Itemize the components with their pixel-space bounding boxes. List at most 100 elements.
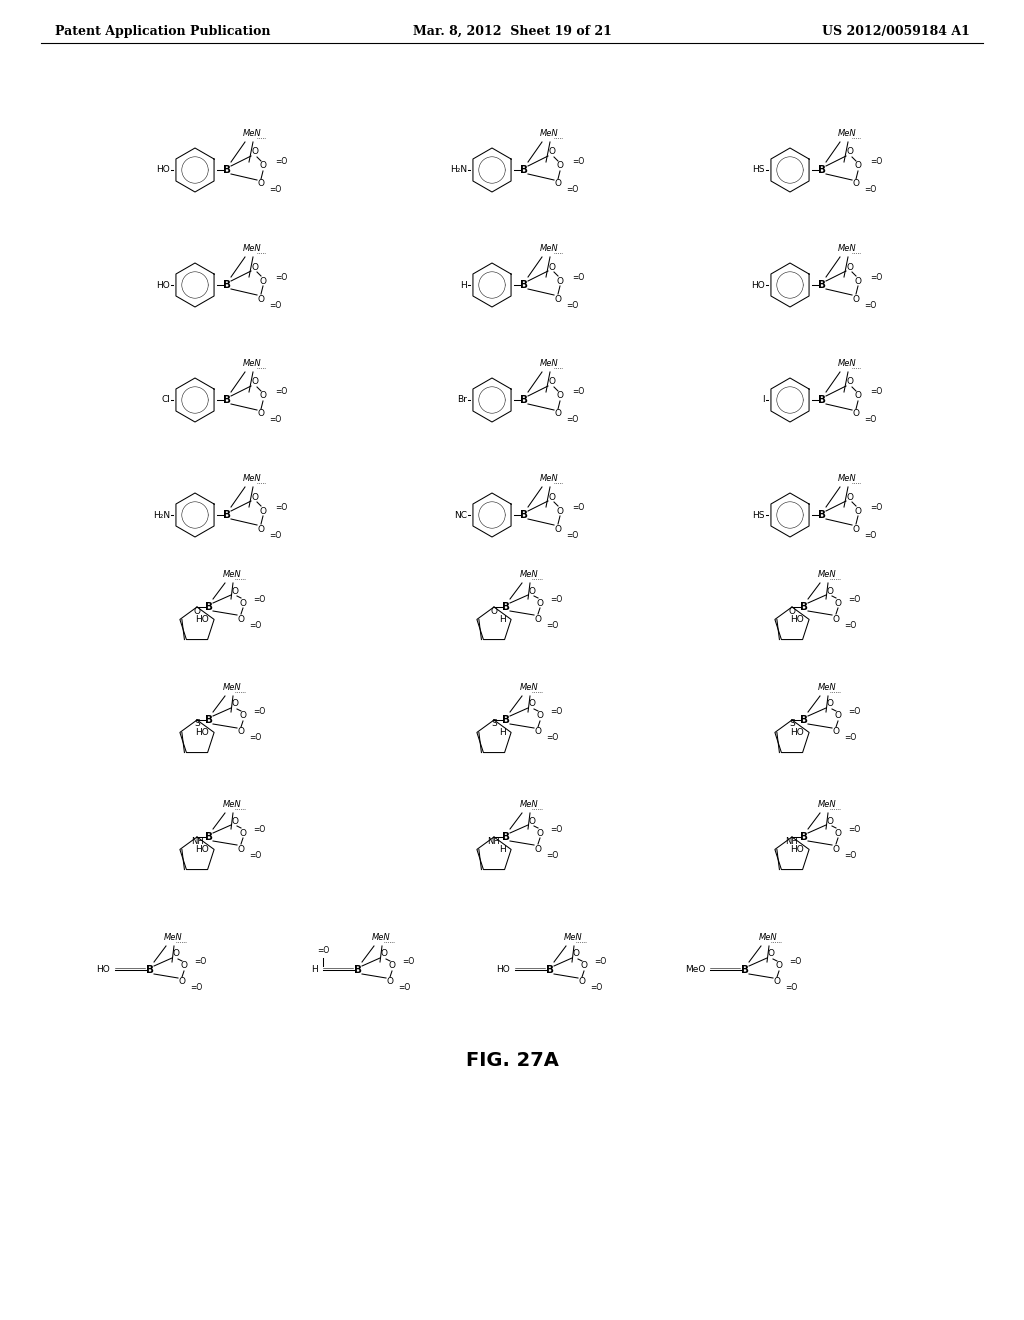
Text: =O: =O: [864, 531, 877, 540]
Text: MeN: MeN: [520, 682, 539, 692]
Text: O: O: [386, 978, 393, 986]
Text: O: O: [833, 615, 840, 623]
Text: NH: NH: [487, 837, 501, 846]
Text: B: B: [520, 165, 528, 176]
Text: =O: =O: [572, 388, 585, 396]
Text: B: B: [205, 602, 213, 612]
Text: O: O: [178, 978, 185, 986]
Text: =O: =O: [316, 946, 329, 954]
Text: MeN: MeN: [520, 800, 539, 809]
Text: =O: =O: [870, 388, 883, 396]
Text: =O: =O: [249, 734, 261, 742]
Text: O: O: [572, 949, 580, 958]
Text: O: O: [847, 263, 853, 272]
Text: MeN: MeN: [243, 244, 261, 253]
Text: O: O: [826, 586, 834, 595]
Text: B: B: [800, 602, 808, 612]
Text: =O: =O: [848, 825, 860, 833]
Text: O: O: [172, 949, 179, 958]
Text: =O: =O: [864, 416, 877, 425]
Text: H: H: [460, 281, 467, 289]
Text: O: O: [555, 294, 561, 304]
Text: HO: HO: [96, 965, 110, 974]
Text: NH: NH: [785, 837, 799, 846]
Text: MeN: MeN: [540, 244, 559, 253]
Text: =O: =O: [844, 620, 856, 630]
Text: O: O: [835, 829, 842, 837]
Text: O: O: [847, 492, 853, 502]
Text: =O: =O: [864, 301, 877, 309]
Text: =O: =O: [550, 708, 562, 717]
Text: O: O: [579, 978, 586, 986]
Text: I: I: [763, 396, 765, 404]
Text: O: O: [490, 606, 498, 615]
Text: MeN: MeN: [838, 129, 857, 139]
Text: S: S: [195, 719, 200, 729]
Text: MeN: MeN: [223, 682, 242, 692]
Text: H: H: [500, 845, 506, 854]
Text: O: O: [854, 392, 861, 400]
Text: =O: =O: [566, 186, 579, 194]
Text: =O: =O: [870, 157, 883, 166]
Text: B: B: [502, 832, 510, 842]
Text: O: O: [240, 598, 247, 607]
Text: =O: =O: [594, 957, 606, 966]
Text: =O: =O: [844, 850, 856, 859]
Text: O: O: [835, 598, 842, 607]
Text: O: O: [775, 961, 782, 970]
Text: O: O: [231, 817, 239, 825]
Text: O: O: [833, 727, 840, 737]
Text: MeN: MeN: [520, 570, 539, 579]
Text: B: B: [818, 280, 826, 290]
Text: =O: =O: [590, 983, 602, 993]
Text: O: O: [768, 949, 774, 958]
Text: O: O: [853, 524, 859, 533]
Text: =O: =O: [572, 503, 585, 511]
Text: B: B: [502, 715, 510, 725]
Text: =O: =O: [253, 594, 265, 603]
Text: =O: =O: [550, 825, 562, 833]
Text: MeN: MeN: [243, 129, 261, 139]
Text: =O: =O: [864, 186, 877, 194]
Text: O: O: [549, 492, 555, 502]
Text: O: O: [826, 700, 834, 709]
Text: H: H: [500, 615, 506, 624]
Text: O: O: [537, 829, 544, 837]
Text: =O: =O: [546, 620, 558, 630]
Text: HS: HS: [753, 165, 765, 174]
Text: O: O: [537, 711, 544, 721]
Text: B: B: [223, 165, 231, 176]
Text: MeN: MeN: [164, 933, 182, 942]
Text: =O: =O: [253, 708, 265, 717]
Text: =O: =O: [402, 957, 415, 966]
Text: O: O: [854, 507, 861, 516]
Text: O: O: [238, 615, 245, 623]
Text: =O: =O: [550, 594, 562, 603]
Text: =O: =O: [249, 850, 261, 859]
Text: B: B: [146, 965, 154, 975]
Text: O: O: [231, 586, 239, 595]
Text: MeN: MeN: [540, 359, 559, 368]
Text: O: O: [259, 507, 266, 516]
Text: O: O: [528, 700, 536, 709]
Text: MeN: MeN: [818, 800, 837, 809]
Text: MeN: MeN: [838, 474, 857, 483]
Text: B: B: [354, 965, 362, 975]
Text: S: S: [790, 719, 795, 729]
Text: =O: =O: [870, 503, 883, 511]
Text: O: O: [556, 276, 563, 285]
Text: O: O: [555, 409, 561, 418]
Text: HO: HO: [791, 845, 804, 854]
Text: O: O: [556, 161, 563, 170]
Text: HO: HO: [752, 281, 765, 289]
Text: HO: HO: [791, 615, 804, 624]
Text: MeN: MeN: [759, 933, 777, 942]
Text: MeN: MeN: [372, 933, 390, 942]
Text: O: O: [535, 615, 542, 623]
Text: =O: =O: [870, 272, 883, 281]
Text: MeN: MeN: [818, 570, 837, 579]
Text: B: B: [800, 832, 808, 842]
Text: Cl: Cl: [161, 396, 170, 404]
Text: MeO: MeO: [685, 965, 705, 974]
Text: HO: HO: [196, 727, 209, 737]
